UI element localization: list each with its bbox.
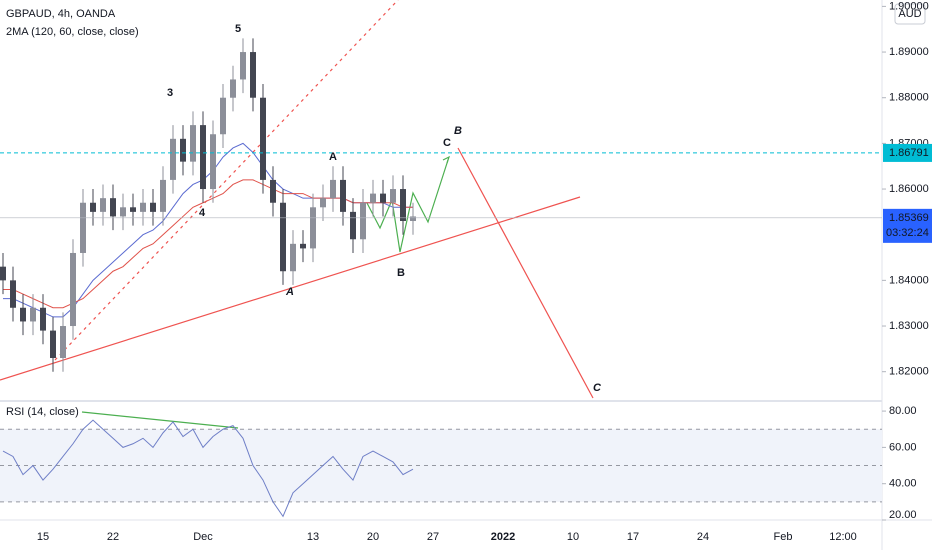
wave-label: 3 (167, 87, 173, 99)
candle-body (230, 79, 236, 98)
x-tick-label: Dec (193, 531, 213, 543)
candle-body (190, 125, 196, 162)
countdown-label: 03:32:24 (886, 227, 929, 239)
candle-body (10, 280, 16, 308)
candle-body (260, 97, 266, 180)
x-tick-label: 12:00 (829, 531, 857, 543)
candle-body (140, 202, 146, 212)
candle-body (70, 252, 76, 327)
y-tick-label: 1.90000 (889, 0, 929, 12)
arrow-head (442, 155, 451, 164)
y-tick-label: 1.83000 (889, 320, 929, 332)
candle-body (100, 198, 106, 212)
rsi-tick-label: 80.00 (889, 405, 917, 417)
rsi-tick-label: 60.00 (889, 441, 917, 453)
trend-line (0, 196, 581, 381)
candle-body (320, 198, 326, 208)
x-tick-label: 2022 (491, 531, 515, 543)
candle-body (360, 202, 366, 240)
candle-body (160, 179, 166, 212)
candle-body (120, 207, 126, 217)
last-price-label: 1.85369 (889, 212, 929, 224)
wave-label: 4 (199, 207, 206, 219)
candle-body (290, 243, 296, 272)
indicator-title: 2MA (120, 60, close, close) (6, 26, 139, 38)
candle-body (410, 216, 416, 222)
rsi-tick-label: 40.00 (889, 478, 917, 490)
candle-body (130, 207, 136, 212)
currency-label: AUD (898, 8, 921, 20)
currency-button[interactable] (894, 3, 926, 25)
y-tick-label: 1.88000 (889, 92, 929, 104)
candle-body (380, 193, 386, 203)
candle-body (180, 138, 186, 162)
wave-label: A (329, 151, 337, 163)
candle-body (50, 330, 56, 358)
plot (0, 38, 416, 372)
candle-body (30, 307, 36, 322)
y-tick-label: 1.89000 (889, 46, 929, 58)
candle-body (370, 193, 376, 203)
y-tick-label: 1.82000 (889, 366, 929, 378)
divergence-line (81, 411, 239, 429)
wave-label: 5 (235, 23, 241, 35)
rsi-tick-label: 20.00 (889, 509, 917, 521)
projection-path (366, 159, 449, 253)
candle-body (250, 52, 256, 98)
x-tick-label: 13 (307, 531, 319, 543)
trend-line-dotted (54, 0, 399, 361)
wave-label: A (285, 286, 294, 298)
wave-label: B (397, 267, 405, 279)
candle-body (0, 266, 6, 281)
rsi-title: RSI (14, close) (6, 406, 79, 418)
x-tick-label: Feb (774, 531, 793, 543)
candle-body (60, 326, 66, 358)
candle-body (110, 198, 116, 217)
candle-body (270, 179, 276, 203)
wave-label: B (454, 125, 462, 137)
x-tick-label: 20 (367, 531, 379, 543)
y-tick-label: 1.84000 (889, 274, 929, 286)
rsi-line (2, 419, 414, 518)
rsi-plot (2, 419, 414, 518)
x-tick-label: 24 (697, 531, 709, 543)
candle-body (240, 52, 246, 80)
candle-body (310, 207, 316, 249)
candle-body (150, 202, 156, 212)
candle-body (390, 189, 396, 203)
candle-body (20, 307, 26, 322)
target-price-box (883, 143, 932, 162)
candle-body (90, 202, 96, 212)
candle-body (80, 202, 86, 253)
wave-label: C (443, 137, 451, 149)
candle-body (200, 125, 206, 190)
symbol-title: GBPAUD, 4h, OANDA (6, 8, 116, 20)
candle-body (300, 243, 306, 249)
x-tick-label: 27 (427, 531, 439, 543)
x-tick-label: 15 (37, 531, 49, 543)
rsi-pane (0, 428, 882, 503)
candle-body (400, 189, 406, 222)
candle-body (280, 202, 286, 272)
x-tick-label: 10 (567, 531, 579, 543)
candle-body (40, 307, 46, 331)
candle-body (210, 134, 216, 190)
candle-body (340, 179, 346, 212)
x-tick-label: 22 (107, 531, 119, 543)
x-tick-label: 17 (627, 531, 639, 543)
target-price-label: 1.86791 (889, 147, 929, 159)
y-tick-label: 1.86000 (889, 183, 929, 195)
candle-body (220, 97, 226, 135)
candle-body (330, 179, 336, 199)
wave-label: C (593, 382, 602, 394)
projection-line (457, 147, 594, 399)
last-price-box (883, 208, 932, 243)
candle-body (350, 211, 356, 240)
drawings (0, 0, 594, 399)
candle-body (170, 138, 176, 180)
